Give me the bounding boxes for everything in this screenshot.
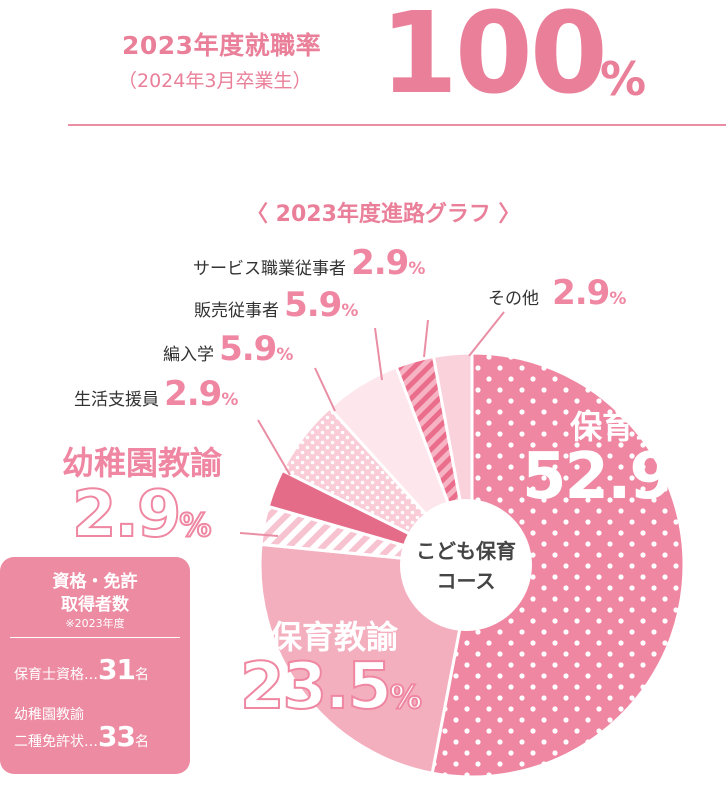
pie-center-label-line1: こども保育 bbox=[416, 539, 516, 563]
leader-line-life-support bbox=[257, 419, 291, 476]
qualification-row-nursery-label: 保育士資格… bbox=[14, 667, 98, 683]
chart-title: 〈 2023年度進路グラフ 〉 bbox=[246, 202, 521, 227]
slice-label-transfer-value: 5.9 bbox=[219, 329, 277, 369]
slice-label-nursery-teacher-name: 保育教諭 bbox=[270, 618, 399, 656]
employment-rate-subtitle: （2024年3月卒業生） bbox=[118, 70, 312, 92]
leader-line-service bbox=[423, 319, 429, 358]
slice-label-service: サービス職業従事者 2.9% bbox=[193, 243, 425, 283]
qualification-row-kindergarten-label: 二種免許状… bbox=[14, 734, 98, 750]
slice-label-kindergarten: 幼稚園教諭 2.9% bbox=[62, 438, 223, 553]
slice-label-sales-name: 販売従事者 bbox=[194, 301, 279, 321]
slice-label-sales: 販売従事者 5.9% bbox=[194, 285, 358, 325]
leader-line-kindergarten bbox=[239, 532, 279, 537]
pie-center-label-line2: コース bbox=[437, 569, 496, 593]
slice-label-other-value: 2.9 bbox=[552, 273, 610, 313]
qualifications-divider bbox=[10, 637, 180, 638]
employment-rate-value: 100 bbox=[380, 0, 608, 119]
employment-rate-title: 2023年度就職率 bbox=[122, 31, 322, 60]
leader-line-transfer bbox=[314, 367, 336, 412]
employment-rate-unit: % bbox=[600, 52, 647, 106]
leader-line-sales bbox=[374, 327, 383, 381]
qualification-row-kindergarten-unit: 名 bbox=[134, 734, 149, 750]
qualification-row-kindergarten: 二種免許状…33名 bbox=[14, 720, 149, 753]
slice-label-service-name: サービス職業従事者 bbox=[193, 259, 346, 279]
slice-label-kindergarten-name: 幼稚園教諭 bbox=[62, 444, 223, 482]
qualification-row-kindergarten-count: 33 bbox=[98, 720, 136, 753]
slice-label-transfer: 編入学 5.9% bbox=[163, 329, 293, 369]
slice-label-other: その他 2.9% bbox=[488, 273, 626, 313]
qualifications-title-line2: 取得者数 bbox=[61, 595, 129, 615]
slice-label-transfer-name: 編入学 bbox=[163, 345, 214, 365]
slice-label-service-unit: % bbox=[408, 259, 426, 279]
slice-label-nursery: 保育士 52.9% bbox=[522, 402, 704, 514]
slice-nursery bbox=[430, 351, 686, 779]
pie-center-hole bbox=[400, 499, 532, 631]
slice-label-kindergarten-value: 2.9 bbox=[71, 477, 182, 553]
header-divider bbox=[68, 124, 726, 126]
qualifications-box: 資格・免許 取得者数 ※2023年度 保育士資格…31名 幼稚園教諭 二種免許状… bbox=[0, 557, 190, 774]
slice-label-nursery-value: 52.9 bbox=[522, 440, 674, 514]
slice-label-nursery-teacher: 保育教諭 23.5% bbox=[239, 612, 423, 725]
qualifications-title-line1: 資格・免許 bbox=[52, 572, 138, 592]
qualifications-note: ※2023年度 bbox=[65, 617, 125, 630]
slice-label-nursery-unit: % bbox=[671, 468, 704, 506]
slice-label-nursery-teacher-value: 23.5 bbox=[239, 649, 393, 725]
slice-label-kindergarten-unit: % bbox=[178, 505, 212, 545]
slice-label-sales-value: 5.9 bbox=[284, 285, 342, 325]
slice-label-service-value: 2.9 bbox=[351, 243, 409, 283]
qualification-row-nursery-unit: 名 bbox=[134, 667, 149, 683]
slice-label-other-unit: % bbox=[609, 289, 627, 309]
slice-label-life-support-name: 生活支援員 bbox=[74, 390, 159, 410]
slice-label-nursery-teacher-unit: % bbox=[389, 677, 423, 717]
leader-line-other bbox=[468, 311, 505, 357]
slice-label-life-support: 生活支援員 2.9% bbox=[74, 374, 238, 414]
slice-label-other-name: その他 bbox=[488, 289, 539, 309]
slice-label-nursery-name: 保育士 bbox=[570, 408, 667, 446]
leader-lines bbox=[239, 311, 505, 537]
qualification-row-nursery-count: 31 bbox=[98, 653, 136, 686]
qualification-row-nursery: 保育士資格…31名 bbox=[14, 653, 149, 686]
slice-label-life-support-value: 2.9 bbox=[164, 374, 222, 414]
slice-label-life-support-unit: % bbox=[221, 390, 239, 410]
slice-label-transfer-unit: % bbox=[276, 345, 294, 365]
slice-label-sales-unit: % bbox=[341, 301, 359, 321]
qualification-row-kindergarten-line1: 幼稚園教諭 bbox=[14, 707, 84, 723]
